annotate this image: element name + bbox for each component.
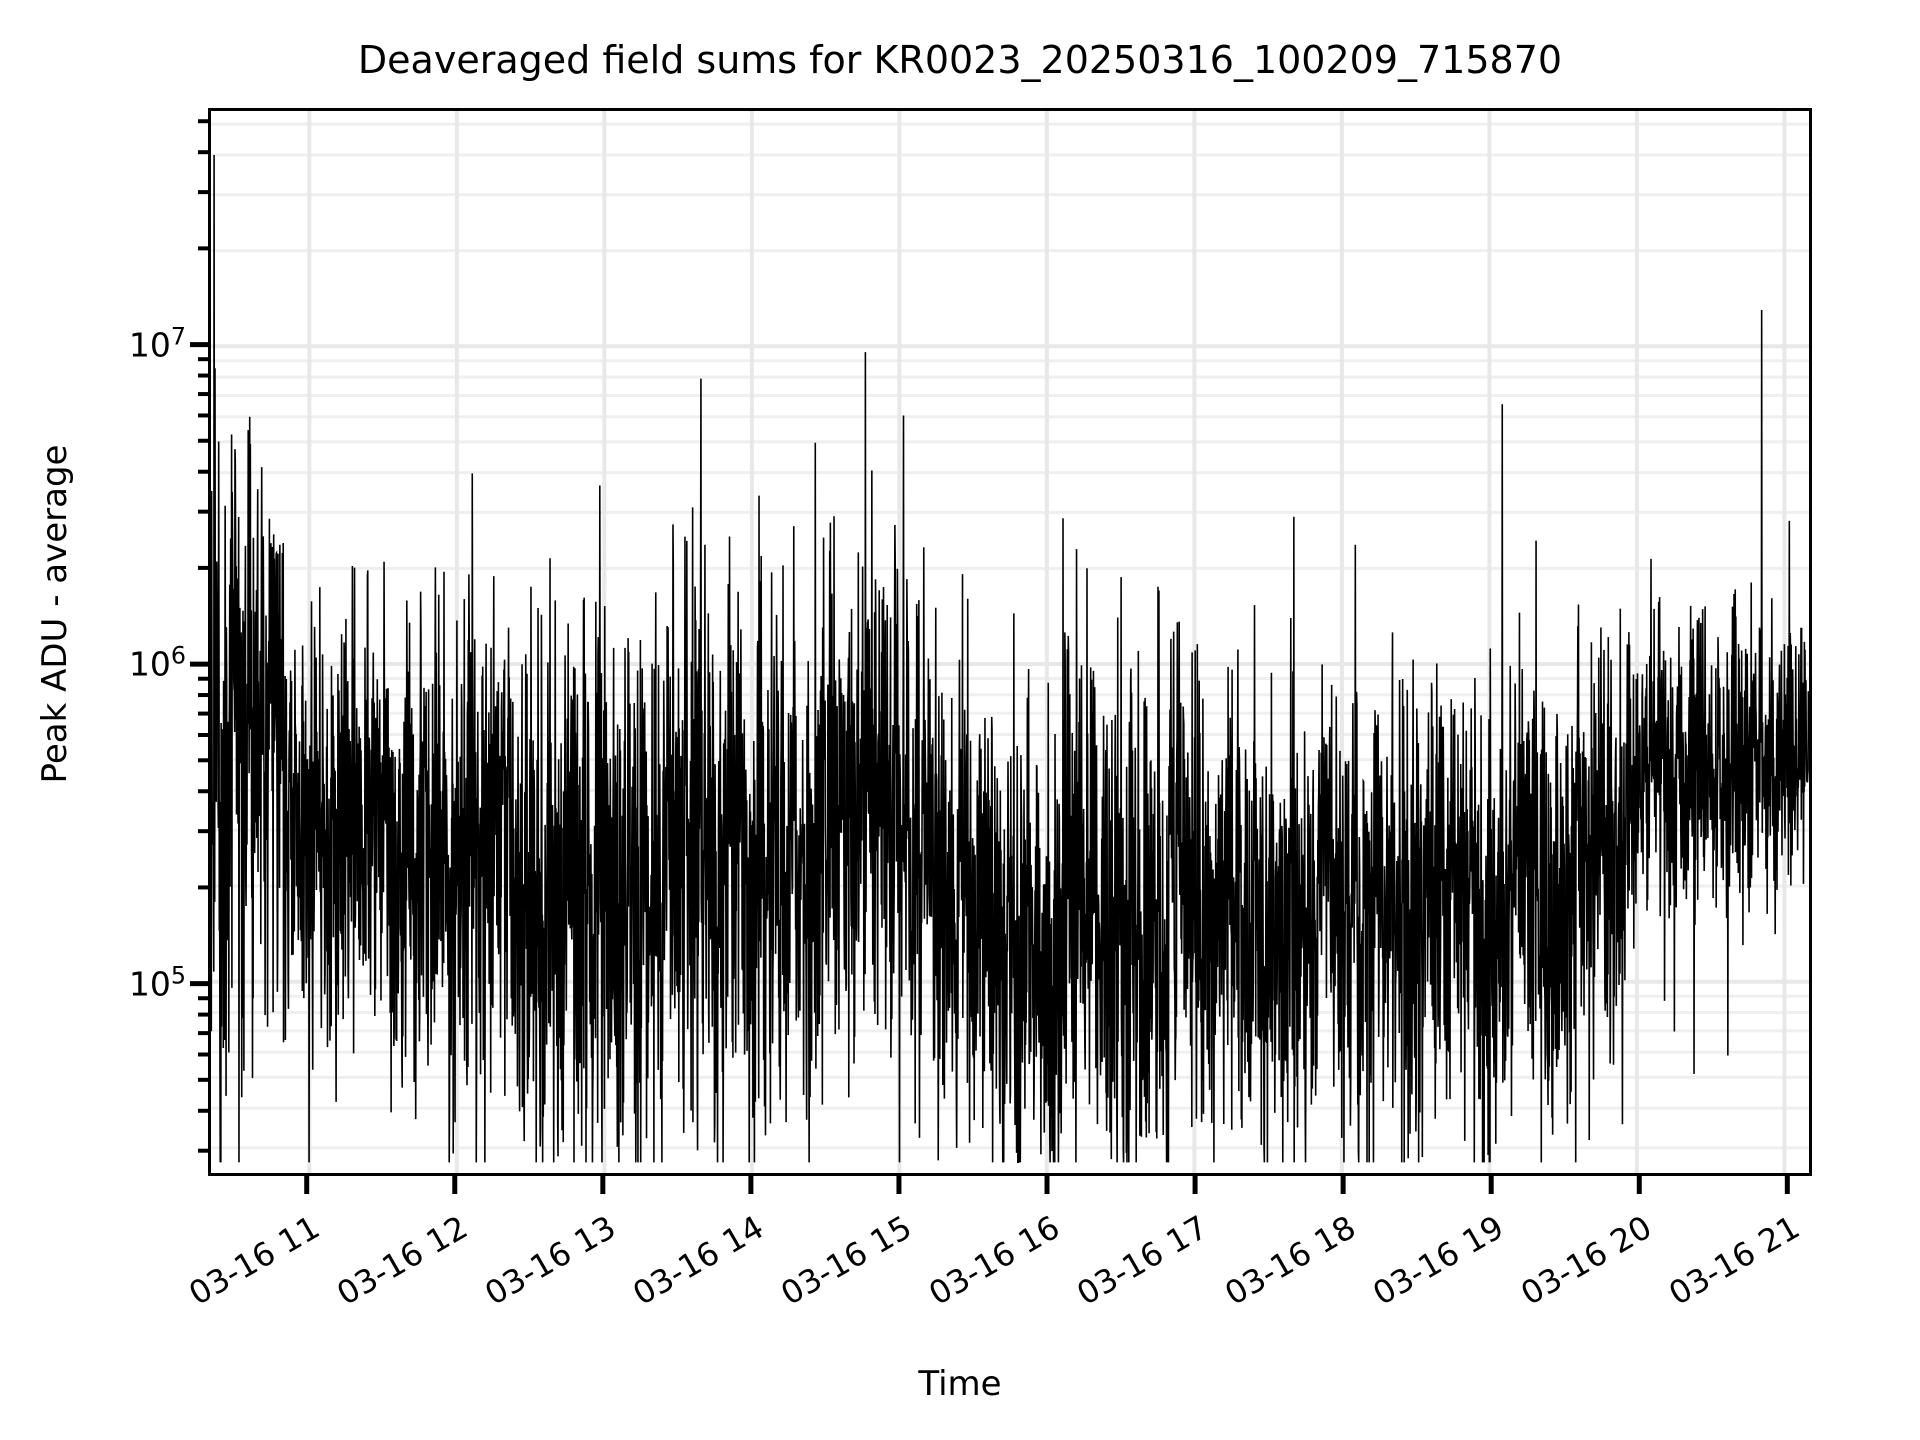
data-series-line — [211, 154, 1809, 1164]
y-tick-label: 106 — [128, 641, 186, 684]
y-axis-title: Peak ADU - average — [35, 444, 75, 784]
y-axis-tick-labels: 105 106 107 — [0, 0, 186, 1440]
y-tick-label: 107 — [128, 322, 186, 365]
page-title: Deaveraged field sums for KR0023_2025031… — [357, 38, 1563, 82]
y-tick-label: 105 — [128, 961, 186, 1004]
plot-area — [208, 108, 1812, 1176]
x-axis-title: Time — [918, 1364, 1002, 1404]
